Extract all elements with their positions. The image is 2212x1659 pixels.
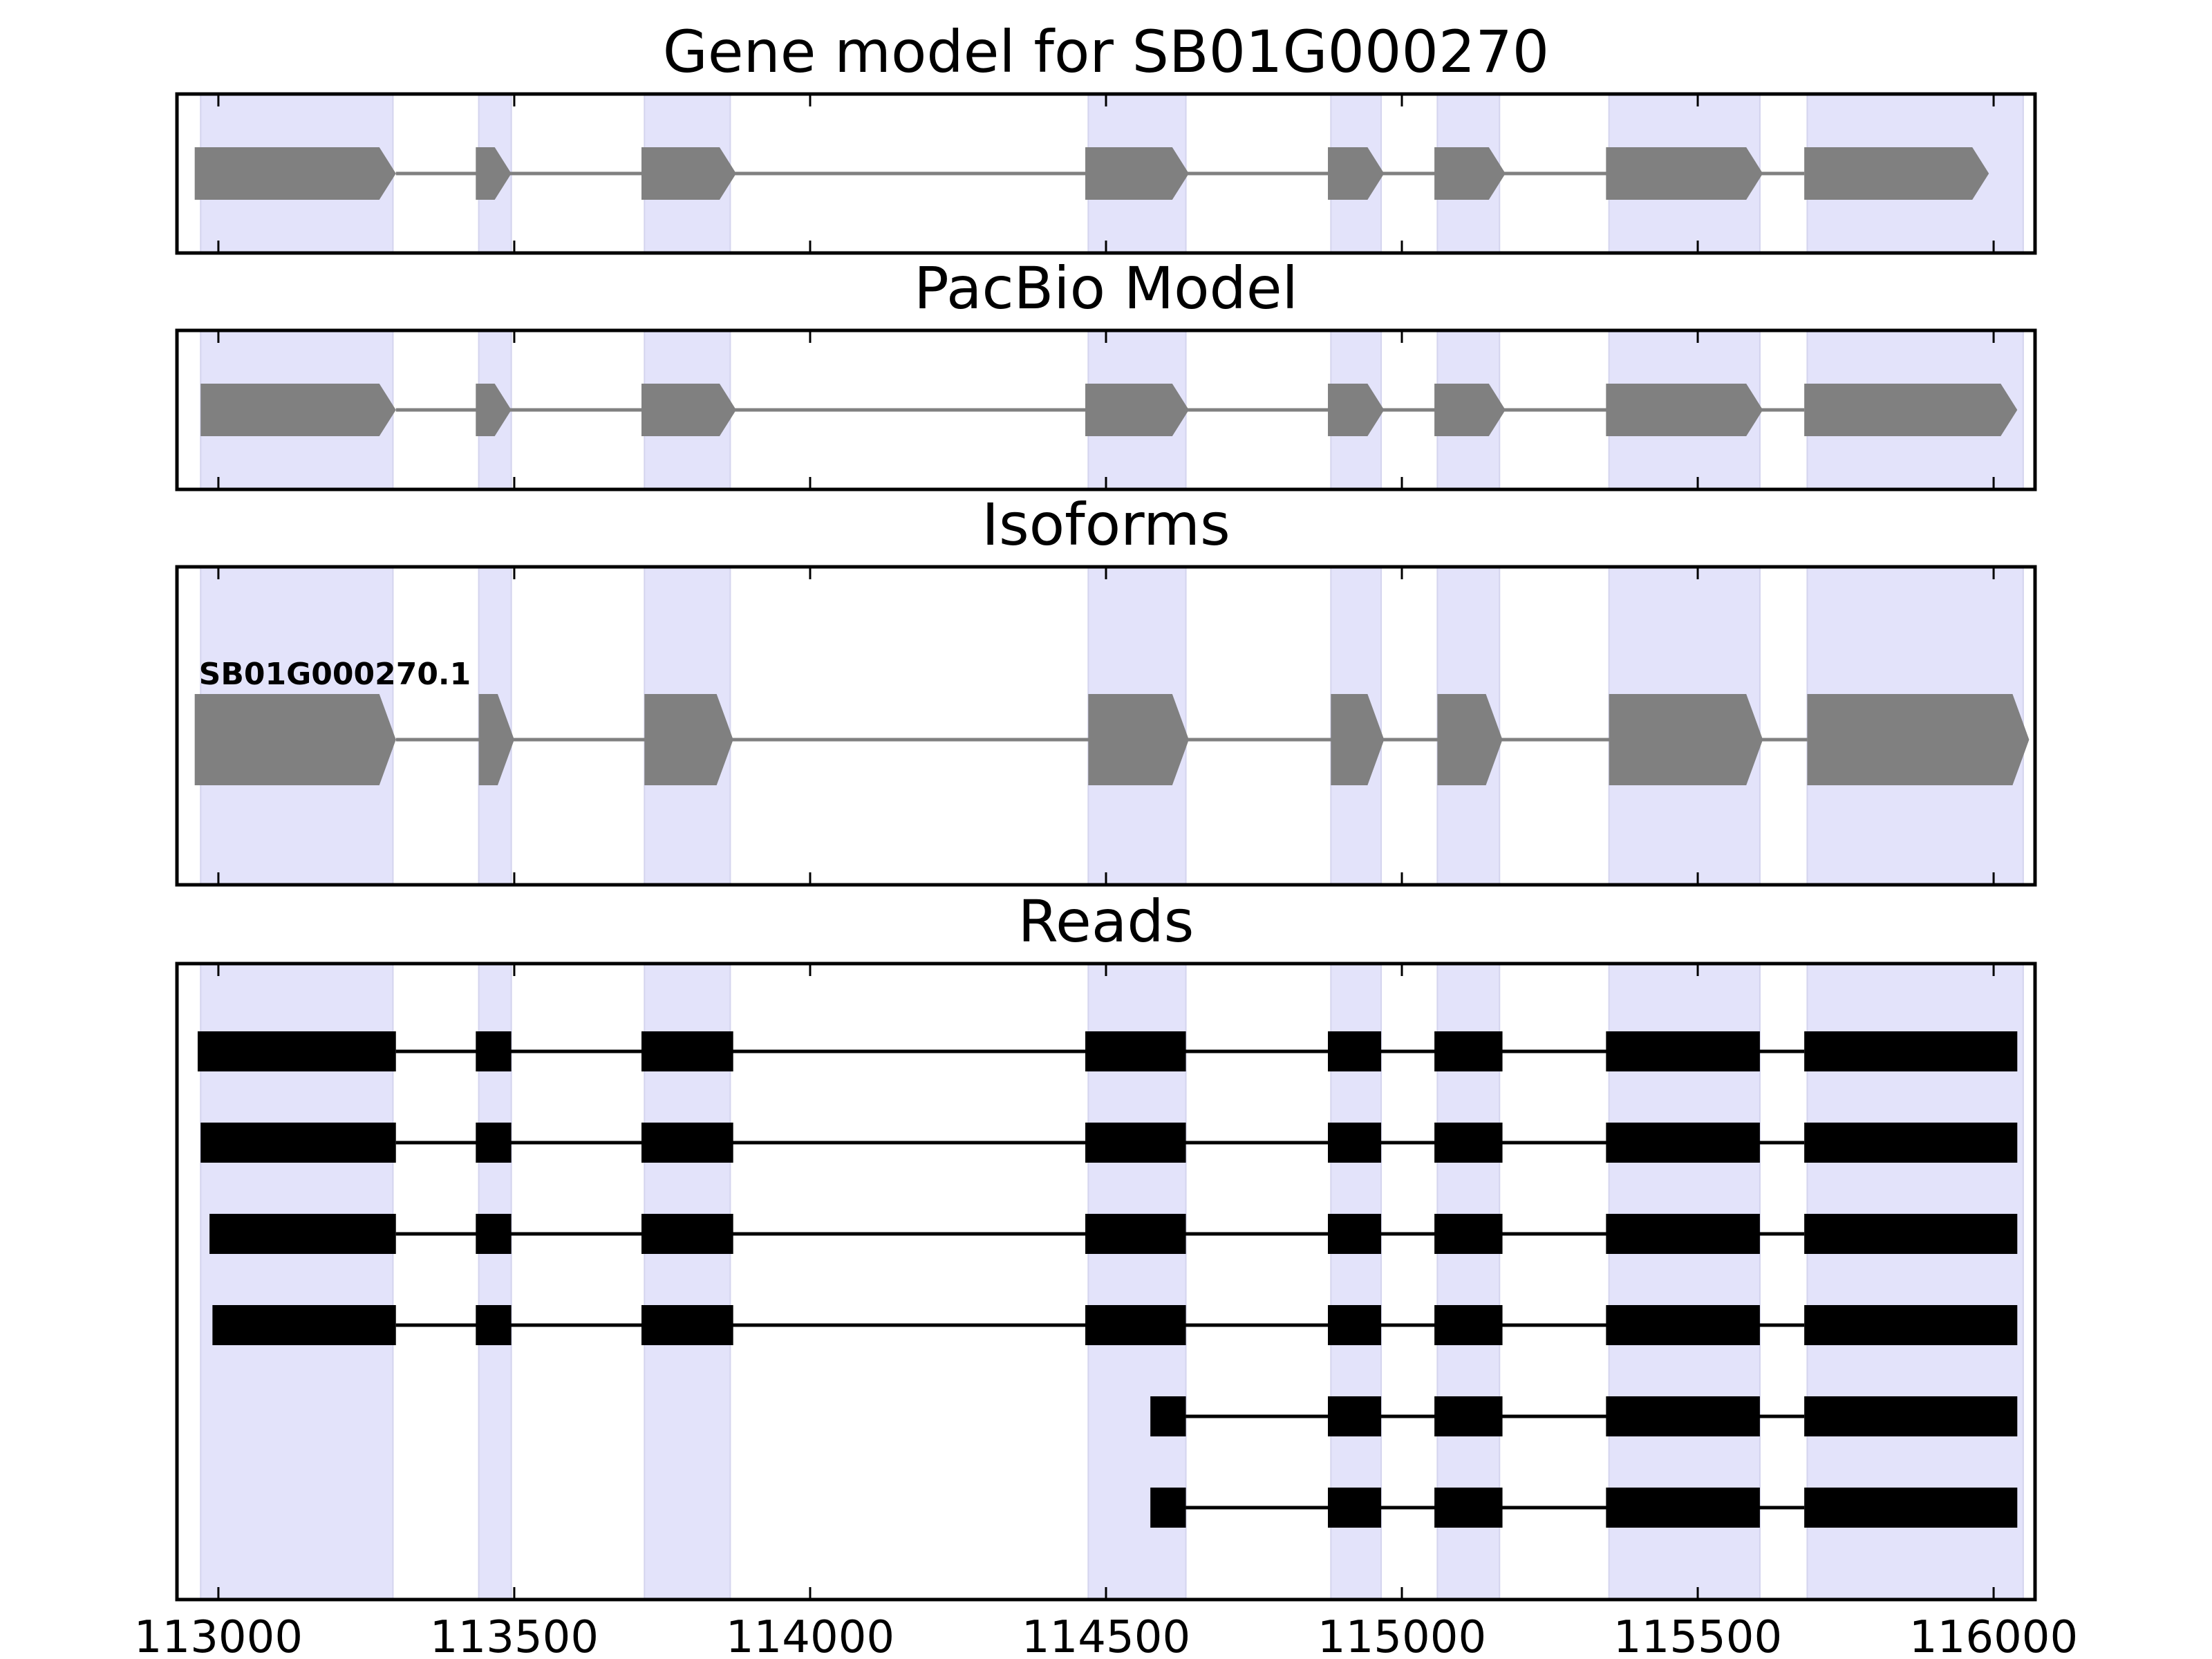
- read-block: [197, 1031, 396, 1071]
- read-block: [1085, 1305, 1186, 1345]
- x-tick-label: 113500: [430, 1612, 599, 1659]
- exon-arrow: [1328, 384, 1385, 436]
- read-block: [1804, 1488, 2018, 1528]
- read-block: [1804, 1396, 2018, 1436]
- read-block: [1606, 1396, 1760, 1436]
- exon-arrow: [1088, 694, 1189, 785]
- read-block: [1434, 1031, 1503, 1071]
- exon-arrow: [476, 384, 512, 436]
- read-3: [209, 1214, 2018, 1254]
- read-block: [1150, 1396, 1186, 1436]
- exon-arrow: [1331, 694, 1385, 785]
- x-tick-label: 115500: [1613, 1612, 1782, 1659]
- read-block: [1150, 1488, 1186, 1528]
- read-block: [641, 1031, 733, 1071]
- read-block: [476, 1123, 512, 1163]
- exon-arrow: [1434, 384, 1506, 436]
- read-block: [1606, 1488, 1760, 1528]
- exon-arrow: [1609, 694, 1763, 785]
- x-tick-label: 114500: [1022, 1612, 1190, 1659]
- panel-title: PacBio Model: [914, 254, 1298, 322]
- read-block: [1085, 1123, 1186, 1163]
- read-block: [1804, 1123, 2018, 1163]
- read-1: [197, 1031, 2018, 1071]
- read-block: [641, 1214, 733, 1254]
- read-5: [1150, 1396, 2018, 1436]
- read-block: [1434, 1488, 1503, 1528]
- x-tick-label: 114000: [726, 1612, 894, 1659]
- read-block: [1606, 1305, 1760, 1345]
- read-block: [1085, 1214, 1186, 1254]
- exon-arrow: [1807, 694, 2030, 785]
- exon-arrow: [194, 147, 396, 200]
- x-tick-label: 116000: [1909, 1612, 2078, 1659]
- panel-title: Isoforms: [982, 491, 1230, 559]
- read-block: [1434, 1396, 1503, 1436]
- exon-arrow: [200, 384, 396, 436]
- read-2: [200, 1123, 2018, 1163]
- panel-model-1: PacBio Model: [175, 254, 2037, 491]
- exon-arrow: [1606, 147, 1763, 200]
- panel-model-0: Gene model for SB01G000270: [175, 18, 2037, 255]
- exon-arrow: [194, 694, 396, 785]
- read-block: [1328, 1305, 1382, 1345]
- read-block: [476, 1214, 512, 1254]
- read-block: [1606, 1214, 1760, 1254]
- panels: Gene model for SB01G000270 PacBio Model Is…: [134, 18, 2078, 1659]
- read-block: [1328, 1031, 1382, 1071]
- exon-arrow: [641, 147, 736, 200]
- exon-arrow: [1804, 147, 1989, 200]
- read-block: [1804, 1305, 2018, 1345]
- read-block: [1606, 1031, 1760, 1071]
- read-block: [476, 1305, 512, 1345]
- read-block: [1606, 1123, 1760, 1163]
- read-block: [641, 1123, 733, 1163]
- exon-arrow: [1085, 147, 1189, 200]
- read-block: [1434, 1214, 1503, 1254]
- exon-arrow: [478, 694, 514, 785]
- read-block: [1085, 1031, 1186, 1071]
- panel-title: Reads: [1018, 888, 1194, 955]
- exon-arrow: [1328, 147, 1385, 200]
- isoform-label: SB01G000270.1: [199, 657, 471, 692]
- read-block: [209, 1214, 396, 1254]
- read-block: [1328, 1123, 1382, 1163]
- exon-arrow: [644, 694, 733, 785]
- read-block: [212, 1305, 396, 1345]
- x-tick-label: 113000: [134, 1612, 303, 1659]
- read-block: [1434, 1123, 1503, 1163]
- read-4: [212, 1305, 2018, 1345]
- read-block: [1328, 1214, 1382, 1254]
- read-block: [1804, 1031, 2018, 1071]
- read-block: [1328, 1396, 1382, 1436]
- panel-reads-3: Reads 113000 113500 114000 114500 115000 11550…: [134, 888, 2078, 1659]
- exon-arrow: [1434, 147, 1506, 200]
- read-block: [200, 1123, 396, 1163]
- exon-arrow: [641, 384, 736, 436]
- exon-arrow: [1804, 384, 2018, 436]
- read-block: [1328, 1488, 1382, 1528]
- panel-isoform-2: Isoforms SB01G000270.1: [175, 491, 2037, 887]
- read-block: [476, 1031, 512, 1071]
- x-tick-label: 115000: [1318, 1612, 1486, 1659]
- exon-arrow: [1085, 384, 1189, 436]
- exon-arrow: [1437, 694, 1503, 785]
- read-6: [1150, 1488, 2018, 1528]
- panel-title: Gene model for SB01G000270: [663, 18, 1549, 86]
- read-block: [641, 1305, 733, 1345]
- read-block: [1434, 1305, 1503, 1345]
- read-block: [1804, 1214, 2018, 1254]
- exon-arrow: [476, 147, 512, 200]
- exon-arrow: [1606, 384, 1763, 436]
